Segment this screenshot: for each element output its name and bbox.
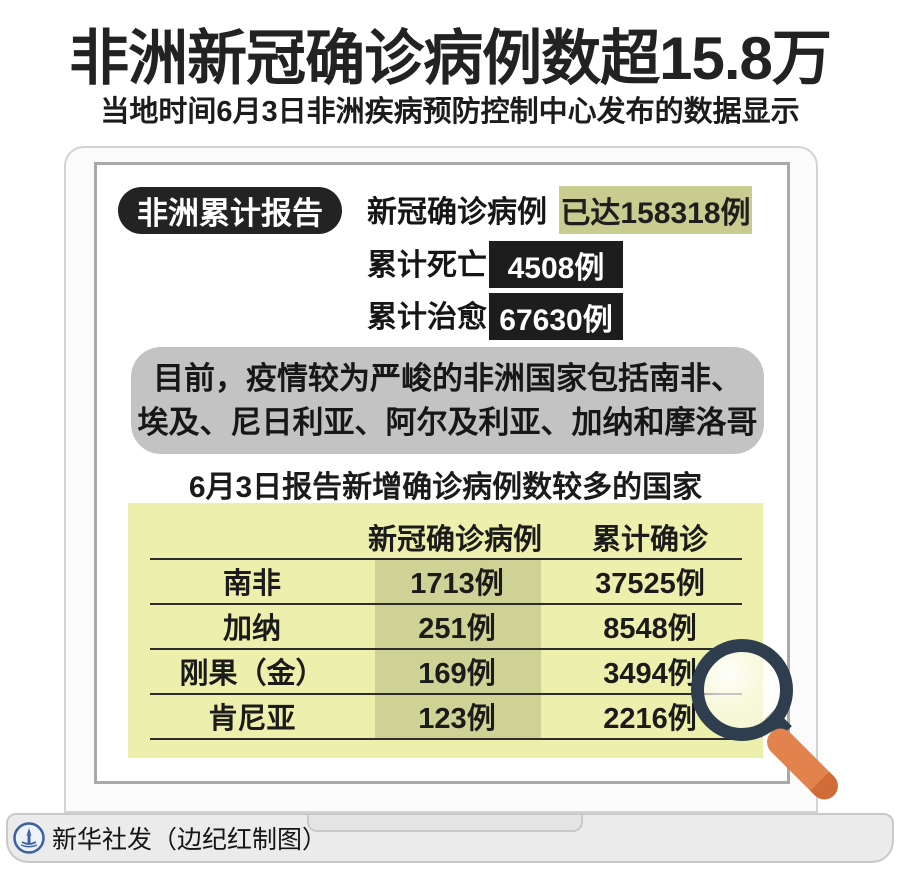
stat-value-confirmed: 已达158318例 (559, 186, 752, 234)
laptop-hinge-notch (307, 815, 583, 832)
xinhua-logo-icon (13, 822, 45, 854)
table-title: 6月3日报告新增确诊病例数较多的国家 (188, 471, 703, 504)
cell-country: 刚果（金） (179, 658, 325, 690)
cell-new-cases: 169例 (418, 658, 496, 690)
severity-note-line2: 埃及、尼日利亚、阿尔及利亚、加纳和摩洛哥 (137, 404, 758, 440)
credit-text: 新华社发（边纪红制图） (52, 826, 328, 854)
page-title: 非洲新冠确诊病例数超15.8万 (69, 25, 832, 92)
magnifier-lens (691, 639, 793, 741)
cell-new-cases: 123例 (418, 703, 496, 735)
cell-country: 肯尼亚 (208, 703, 296, 735)
table-rule (150, 738, 742, 740)
cell-total: 37525例 (595, 568, 705, 600)
stat-label-recovered: 累计治愈 (367, 301, 487, 334)
table-header-new-cases: 新冠确诊病例 (367, 524, 543, 556)
cell-total: 8548例 (603, 613, 697, 645)
table-rule (150, 603, 742, 605)
cell-country: 南非 (222, 568, 282, 600)
report-badge: 非洲累计报告 (118, 187, 342, 234)
stat-label-confirmed: 新冠确诊病例 (367, 196, 547, 229)
page-subtitle: 当地时间6月3日非洲疾病预防控制中心发布的数据显示 (100, 96, 800, 128)
new-cases-table: 新冠确诊病例 累计确诊 南非 1713例 37525例 加纳 251例 8548… (128, 503, 763, 758)
cell-total: 3494例 (603, 658, 697, 690)
stat-value-deaths: 4508例 (489, 241, 623, 288)
table-header-total: 累计确诊 (591, 524, 709, 556)
stat-label-deaths: 累计死亡 (367, 249, 487, 282)
table-rule (150, 558, 742, 560)
table-rule (150, 648, 742, 650)
table-rule (150, 693, 742, 695)
stat-value-recovered: 67630例 (489, 293, 623, 340)
severity-note-line1: 目前，疫情较为严峻的非洲国家包括南非、 (153, 360, 742, 396)
severity-note: 目前，疫情较为严峻的非洲国家包括南非、 埃及、尼日利亚、阿尔及利亚、加纳和摩洛哥 (131, 347, 764, 454)
cell-country: 加纳 (222, 613, 282, 645)
cell-new-cases: 251例 (418, 613, 496, 645)
cell-new-cases: 1713例 (410, 568, 504, 600)
cell-total: 2216例 (603, 703, 697, 735)
laptop-base (6, 813, 894, 863)
